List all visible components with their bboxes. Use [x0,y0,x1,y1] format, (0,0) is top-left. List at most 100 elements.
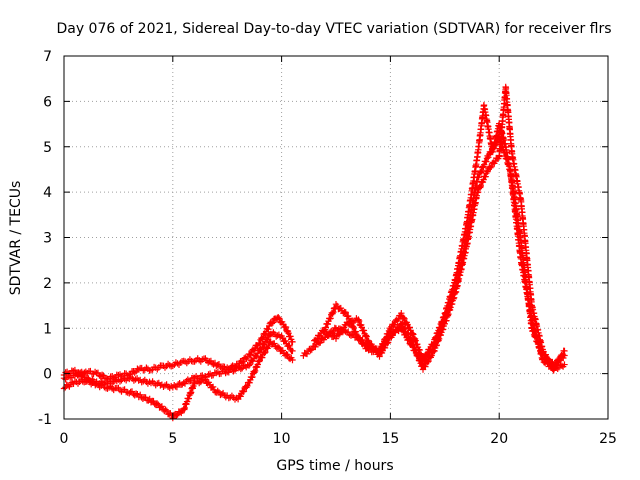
data-point [401,315,408,322]
data-point [174,360,181,367]
data-point [381,344,389,352]
data-point [556,356,563,364]
data-point [109,380,116,387]
data-point [553,362,560,369]
data-point [561,347,568,355]
data-point [279,347,286,354]
data-point [350,319,357,326]
data-point [268,320,275,327]
data-point [485,154,492,161]
ticks: 0 5 10 15 20 25 -1 0 1 2 3 4 5 6 7 [38,49,617,447]
x-axis-label: GPS time / hours [276,458,393,474]
data-point [251,367,259,375]
data-point [131,369,138,376]
data-point [474,188,482,196]
data-point [284,351,291,358]
data-point [246,379,253,386]
x-tick-label: 15 [381,431,399,447]
data-point [477,169,484,176]
x-tick-label: 0 [60,431,69,447]
series-sat-track-f [321,83,568,374]
data-point [330,308,337,316]
y-tick-label: 4 [43,185,52,201]
data-point [289,356,296,364]
data-point [262,348,269,356]
data-point [153,400,161,407]
data-point [336,330,344,337]
data-point [116,378,124,385]
x-tick-label: 25 [599,431,617,447]
x-tick-label: 20 [490,431,508,447]
data-point [424,358,431,366]
data-point [376,353,383,360]
data-point [349,324,356,331]
data-point [105,384,113,391]
data-points [60,83,568,422]
data-point [274,343,282,351]
data-point [158,403,166,410]
series-sat-track-c [60,329,296,392]
data-point [363,333,370,340]
data-point [173,412,180,419]
data-point [425,358,432,365]
x-tick-label: 10 [273,431,291,447]
data-point [83,374,91,381]
data-point [392,329,399,336]
data-point [289,338,296,346]
data-point [163,407,170,414]
data-point [408,336,415,344]
data-point [402,325,409,332]
data-point [487,164,494,171]
data-point [384,340,391,347]
data-point [345,312,352,320]
y-axis-label: SDTVAR / TECUs [8,181,24,296]
data-point [398,321,405,328]
data-point [312,343,319,351]
data-point [478,167,485,175]
data-point [259,334,267,341]
data-point [191,358,198,365]
data-point [254,361,261,368]
data-point [265,325,272,333]
data-point [275,314,282,321]
data-point [422,363,429,370]
data-point [328,309,336,317]
data-point [400,314,407,321]
data-point [135,366,142,373]
data-point [94,369,102,376]
data-point [261,349,268,357]
y-tick-label: 7 [43,49,52,65]
data-point [477,182,484,190]
data-point [251,345,259,352]
data-point [360,327,368,334]
data-point [271,340,278,347]
data-point [406,324,413,331]
data-point [384,339,392,346]
data-point [259,354,266,361]
data-point [559,351,567,358]
data-point [335,331,343,338]
data-point [289,347,296,355]
data-point [303,350,311,358]
data-point [237,393,244,400]
x-tick-label: 5 [168,431,177,447]
data-point [350,324,357,332]
data-point [488,163,495,170]
data-point [561,361,568,368]
data-point [276,315,283,322]
data-point [317,332,324,340]
data-point [355,316,362,323]
data-point [545,356,553,364]
data-point [98,371,106,378]
data-point [282,337,289,344]
data-point [372,345,379,353]
data-point [355,317,363,325]
data-point [287,333,294,340]
data-point [245,362,253,369]
data-point [75,369,82,376]
data-point [342,309,349,316]
data-point [317,339,324,346]
data-point [279,334,286,342]
y-tick-label: 5 [43,140,52,156]
y-tick-label: 0 [43,367,52,383]
